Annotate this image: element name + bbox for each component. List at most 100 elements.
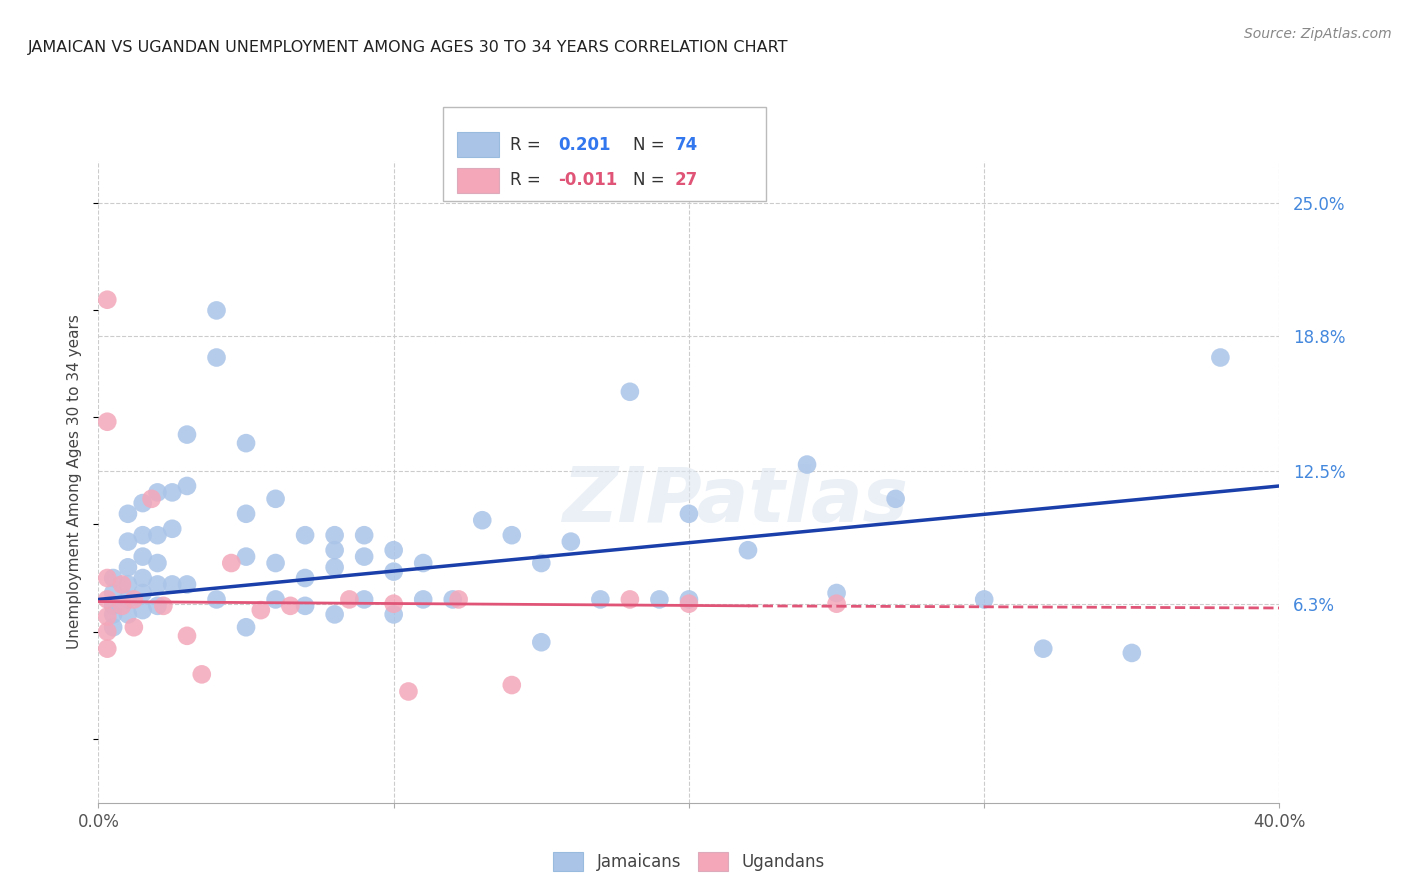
Point (111, 577, 134, 591)
Point (294, 571, 316, 585)
Point (382, 607, 405, 622)
Point (250, 603, 273, 617)
Point (132, 528, 155, 542)
Point (122, 620, 145, 634)
Point (501, 528, 523, 542)
Text: JAMAICAN VS UGANDAN UNEMPLOYMENT AMONG AGES 30 TO 34 YEARS CORRELATION CHART: JAMAICAN VS UGANDAN UNEMPLOYMENT AMONG A… (28, 40, 789, 55)
Point (146, 528, 169, 542)
Point (796, 458, 818, 472)
Point (353, 528, 375, 542)
Point (176, 629, 198, 643)
Point (884, 491, 907, 506)
Point (294, 528, 316, 542)
Y-axis label: Unemployment Among Ages 30 to 34 years: Unemployment Among Ages 30 to 34 years (67, 314, 83, 649)
Point (619, 592, 641, 607)
Point (205, 351, 228, 365)
Point (132, 496, 155, 510)
Text: -0.011: -0.011 (558, 171, 617, 189)
Point (382, 543, 405, 558)
Point (96, 609, 118, 624)
Point (1032, 641, 1054, 656)
Point (396, 684, 419, 698)
Point (471, 513, 494, 527)
Point (96, 641, 118, 656)
Point (132, 586, 155, 600)
Text: R =: R = (510, 136, 547, 153)
Point (353, 592, 375, 607)
Point (825, 597, 848, 611)
Point (103, 599, 125, 613)
Point (162, 485, 183, 500)
Point (103, 586, 125, 600)
Point (117, 507, 139, 521)
Point (176, 577, 198, 591)
Point (382, 565, 405, 579)
Point (412, 592, 434, 607)
Point (678, 597, 700, 611)
Point (737, 543, 759, 558)
Point (96, 592, 118, 607)
Text: ZIPatlas: ZIPatlas (564, 464, 910, 538)
Point (117, 577, 139, 591)
Point (825, 586, 848, 600)
Point (1121, 646, 1143, 660)
Point (339, 592, 360, 607)
Text: R =: R = (510, 171, 547, 189)
Point (353, 549, 375, 564)
Point (117, 607, 139, 622)
Point (132, 571, 155, 585)
Point (146, 485, 169, 500)
Point (278, 599, 302, 613)
Point (264, 592, 287, 607)
Point (619, 384, 641, 399)
Point (589, 592, 612, 607)
Point (235, 620, 257, 634)
Text: Source: ZipAtlas.com: Source: ZipAtlas.com (1244, 27, 1392, 41)
Point (117, 534, 139, 549)
Point (146, 556, 169, 570)
Point (530, 556, 553, 570)
Text: 27: 27 (675, 171, 699, 189)
Point (294, 599, 316, 613)
Point (132, 549, 155, 564)
Point (205, 592, 228, 607)
Point (111, 599, 134, 613)
Point (323, 560, 346, 574)
Point (235, 549, 257, 564)
Point (678, 592, 700, 607)
Point (141, 491, 163, 506)
Point (162, 522, 183, 536)
Point (412, 556, 434, 570)
Point (382, 597, 405, 611)
Point (103, 607, 125, 622)
Point (96, 624, 118, 639)
Text: 74: 74 (675, 136, 699, 153)
Point (264, 491, 287, 506)
Point (176, 479, 198, 493)
Point (235, 507, 257, 521)
Point (132, 603, 155, 617)
Text: N =: N = (633, 136, 669, 153)
Point (1209, 351, 1232, 365)
Point (176, 427, 198, 442)
Point (96, 293, 118, 307)
Point (117, 592, 139, 607)
Point (560, 534, 582, 549)
Point (323, 528, 346, 542)
Point (96, 571, 118, 585)
Point (103, 571, 125, 585)
Point (205, 303, 228, 318)
Point (152, 599, 174, 613)
Point (441, 592, 464, 607)
Point (264, 556, 287, 570)
Point (501, 678, 523, 692)
Point (530, 635, 553, 649)
Point (447, 592, 470, 607)
Point (146, 577, 169, 591)
Point (96, 415, 118, 429)
Point (323, 607, 346, 622)
Point (122, 592, 145, 607)
Point (323, 543, 346, 558)
Point (103, 620, 125, 634)
Point (117, 560, 139, 574)
